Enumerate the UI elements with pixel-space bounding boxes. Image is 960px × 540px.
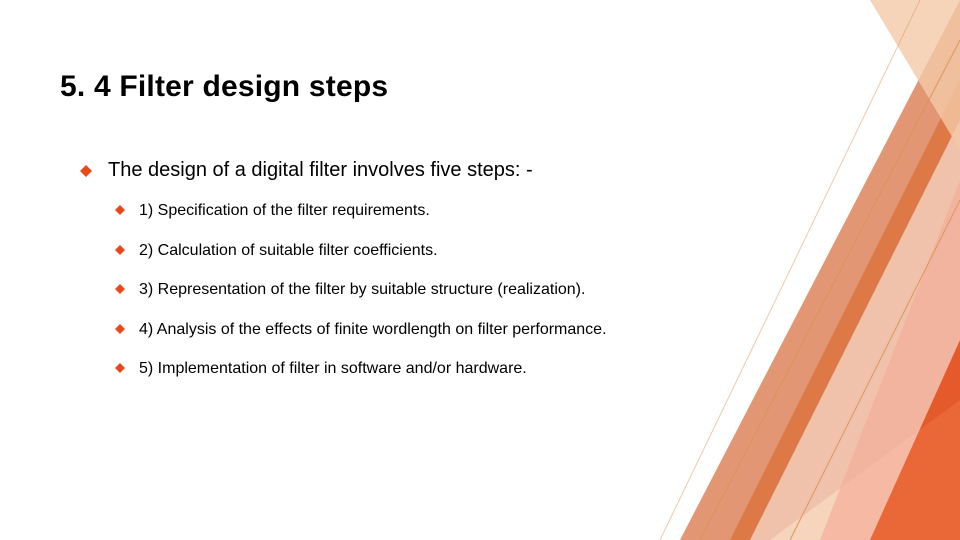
diamond-bullet-icon [115, 245, 125, 255]
step-text: 4) Analysis of the effects of finite wor… [139, 319, 815, 341]
slide-content: 5. 4 Filter design steps The design of a… [0, 0, 960, 380]
intro-text: The design of a digital filter involves … [108, 159, 900, 182]
diamond-bullet-icon [115, 205, 125, 215]
diamond-bullet-icon [115, 324, 125, 334]
intro-line: The design of a digital filter involves … [80, 159, 900, 182]
step-item: 2) Calculation of suitable filter coeffi… [115, 240, 815, 262]
step-text: 5) Implementation of filter in software … [139, 358, 815, 380]
step-item: 3) Representation of the filter by suita… [115, 279, 815, 301]
step-item: 4) Analysis of the effects of finite wor… [115, 319, 815, 341]
diamond-bullet-icon [115, 284, 125, 294]
step-text: 2) Calculation of suitable filter coeffi… [139, 240, 815, 262]
step-item: 1) Specification of the filter requireme… [115, 200, 815, 222]
step-text: 3) Representation of the filter by suita… [139, 279, 815, 301]
slide-title: 5. 4 Filter design steps [60, 70, 900, 104]
diamond-bullet-icon [115, 363, 125, 373]
step-text: 1) Specification of the filter requireme… [139, 200, 815, 222]
step-item: 5) Implementation of filter in software … [115, 358, 815, 380]
slide: 5. 4 Filter design steps The design of a… [0, 0, 960, 540]
diamond-bullet-icon [80, 165, 92, 177]
